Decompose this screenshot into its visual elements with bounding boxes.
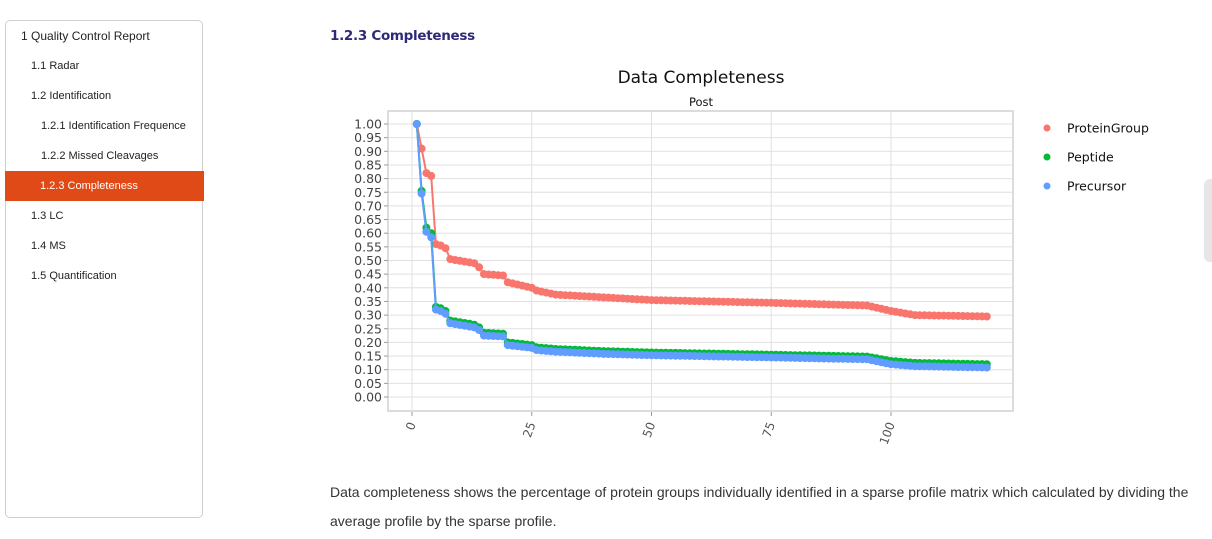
sidebar-item[interactable]: 1 Quality Control Report — [21, 29, 150, 43]
data-point[interactable] — [499, 332, 507, 341]
sidebar-item[interactable]: 1.1 Radar — [31, 60, 80, 72]
sidebar-item[interactable]: 1.5 Quantification — [31, 270, 117, 282]
y-tick-label: 0.25 — [354, 321, 382, 336]
legend-item[interactable]: ProteinGroup — [1043, 121, 1149, 136]
sidebar-item[interactable]: 1.2 Identification — [31, 90, 112, 102]
y-tick-label: 0.00 — [354, 390, 382, 405]
legend-label: Peptide — [1067, 150, 1114, 165]
y-tick-label: 0.50 — [354, 253, 382, 268]
data-point[interactable] — [441, 244, 450, 253]
legend-label: Precursor — [1067, 179, 1127, 194]
sidebar-item[interactable]: 1.4 MS — [31, 240, 66, 252]
legend-marker — [1043, 182, 1051, 190]
x-tick-label: 50 — [640, 420, 658, 439]
sidebar-item[interactable]: 1.2.1 Identification Frequence — [41, 120, 186, 132]
y-tick-label: 0.85 — [354, 157, 382, 172]
y-tick-label: 0.90 — [354, 144, 382, 159]
section-title: 1.2.3 Completeness — [330, 28, 475, 44]
data-point[interactable] — [422, 227, 431, 236]
y-tick-label: 1.00 — [354, 117, 382, 132]
y-tick-label: 0.75 — [354, 185, 382, 200]
data-point[interactable] — [982, 363, 991, 372]
sidebar-item[interactable]: 1.2.2 Missed Cleavages — [41, 150, 159, 162]
data-point[interactable] — [982, 312, 991, 321]
x-tick-label: 0 — [403, 420, 419, 432]
y-tick-label: 0.30 — [354, 308, 382, 323]
legend-marker — [1043, 153, 1051, 161]
legend-marker — [1043, 124, 1051, 132]
data-point[interactable] — [417, 189, 426, 198]
chart-title: Data Completeness — [618, 68, 785, 88]
y-tick-label: 0.05 — [354, 376, 382, 391]
data-point[interactable] — [475, 263, 484, 272]
data-point[interactable] — [475, 326, 484, 335]
legend-item[interactable]: Peptide — [1043, 150, 1115, 165]
legend-label: ProteinGroup — [1067, 121, 1149, 136]
y-tick-label: 0.80 — [354, 171, 382, 186]
series-precursor — [412, 120, 991, 372]
x-tick-label: 75 — [760, 420, 778, 439]
y-tick-label: 0.20 — [354, 335, 382, 350]
data-point[interactable] — [427, 233, 436, 242]
x-tick-label: 100 — [877, 420, 898, 446]
series-proteingroup — [412, 120, 991, 321]
y-tick-label: 0.55 — [354, 239, 382, 254]
y-tick-label: 0.15 — [354, 349, 382, 364]
y-tick-label: 0.10 — [354, 362, 382, 377]
y-tick-label: 0.35 — [354, 294, 382, 309]
y-tick-label: 0.45 — [354, 267, 382, 282]
side-panel-toggle[interactable] — [1204, 179, 1212, 262]
chart-subtitle: Post — [689, 95, 714, 109]
sidebar-item[interactable]: 1.3 LC — [31, 210, 64, 222]
section-description: Data completeness shows the percentage o… — [330, 484, 1189, 529]
x-tick-label: 25 — [520, 420, 538, 439]
y-tick-label: 0.65 — [354, 212, 382, 227]
y-tick-label: 0.95 — [354, 130, 382, 145]
sidebar-item[interactable]: 1.2.3 Completeness — [5, 171, 204, 201]
series-peptide — [412, 120, 991, 369]
data-point[interactable] — [427, 171, 436, 180]
y-tick-label: 0.40 — [354, 280, 382, 295]
y-tick-label: 0.70 — [354, 198, 382, 213]
legend-item[interactable]: Precursor — [1043, 179, 1127, 194]
data-point[interactable] — [499, 271, 507, 280]
series-line — [415, 123, 987, 366]
table-of-contents-sidebar: 1 Quality Control Report 1.1 Radar 1.2 Ide… — [5, 20, 204, 518]
data-point[interactable] — [412, 120, 421, 128]
data-completeness-chart: Data Completeness Post 1.000.950.900.850… — [354, 68, 1149, 447]
data-point[interactable] — [441, 309, 450, 318]
y-tick-label: 0.60 — [354, 226, 382, 241]
